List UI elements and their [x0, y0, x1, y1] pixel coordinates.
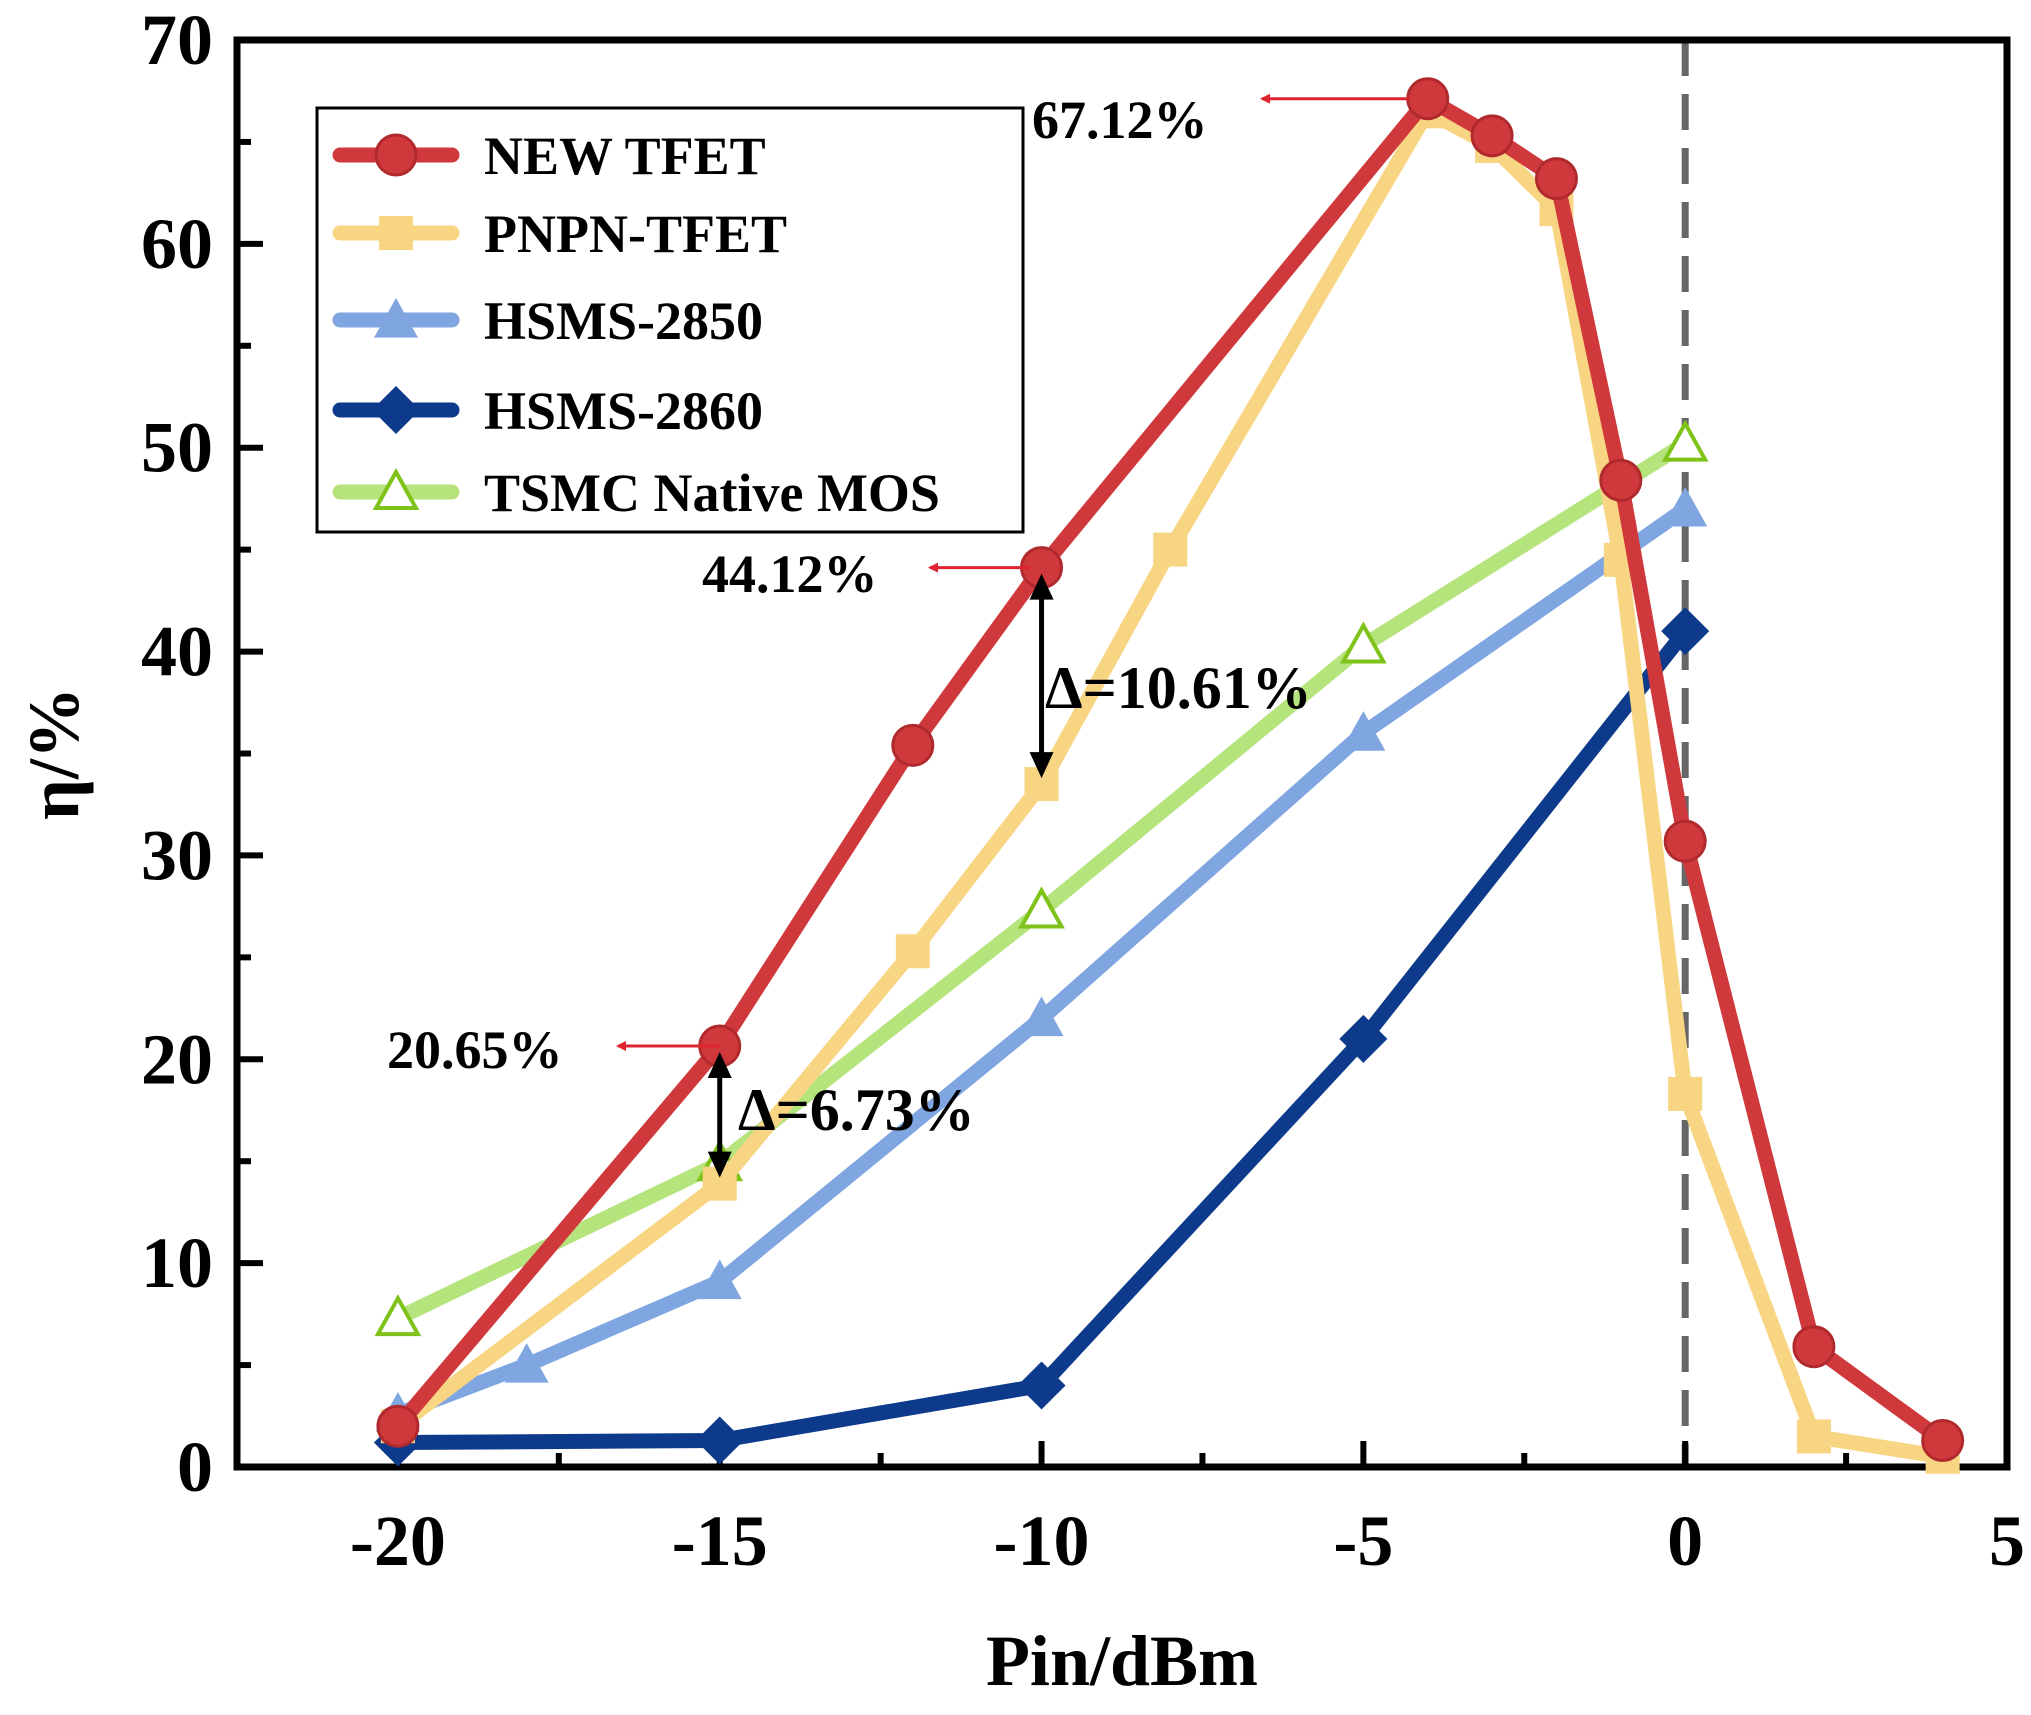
value-annotation: 67.12%: [1032, 90, 1208, 150]
delta-arrow-6-head-down: [707, 1151, 732, 1178]
data-point-tsmc-native-mos: [1018, 886, 1065, 929]
data-point-new-tfet: [1406, 77, 1450, 121]
y-tick-label: 20: [141, 1019, 213, 1099]
x-tick-label: -15: [672, 1501, 768, 1581]
x-axis-title: Pin/dBm: [986, 1621, 1258, 1701]
legend-swatch-marker: [372, 386, 420, 434]
legend-swatch-marker: [372, 467, 420, 510]
legend-item-hsms-2860: HSMS-2860: [332, 381, 763, 441]
x-tick-label: -10: [994, 1501, 1090, 1581]
legend: NEW TFET PNPN-TFET HSMS-2850 HSMS-2860 TSMC …: [315, 106, 1025, 534]
delta-annotation: Δ=10.61%: [1045, 655, 1312, 721]
data-point-hsms-2850: [1019, 996, 1064, 1037]
x-tick-label: -5: [1333, 1501, 1393, 1581]
data-point-new-tfet: [1663, 819, 1707, 863]
value-annotation: 44.12%: [702, 544, 878, 604]
data-point-new-tfet: [1792, 1325, 1836, 1369]
data-point-hsms-2860: [1339, 1014, 1388, 1063]
y-tick-label: 40: [141, 612, 213, 692]
legend-label: PNPN-TFET: [484, 204, 787, 264]
x-tick-label: 0: [1667, 1501, 1703, 1581]
data-point-new-tfet: [891, 723, 935, 767]
y-tick-label: 60: [141, 204, 213, 284]
legend-label: HSMS-2850: [484, 291, 763, 351]
series-tsmc-native-mos: [374, 419, 1709, 1337]
data-point-hsms-2850: [697, 1259, 742, 1300]
delta-arrow-6-head-up: [707, 1052, 732, 1079]
legend-label: HSMS-2860: [484, 381, 763, 441]
y-tick-label: 70: [141, 0, 213, 80]
y-tick-label: 50: [141, 408, 213, 488]
series-layer: [373, 77, 1965, 1474]
legend-item-hsms-2850: HSMS-2850: [332, 291, 763, 351]
data-point-pnpn-tfet: [1796, 1419, 1831, 1454]
x-tick-label: 5: [1989, 1501, 2025, 1581]
delta-arrow-10-head-down: [1029, 752, 1054, 779]
y-tick-label: 0: [177, 1427, 213, 1507]
series-line-hsms-2850: [390, 501, 1693, 1422]
value-annotation: 20.65%: [387, 1020, 563, 1080]
legend-label: NEW TFET: [484, 126, 766, 186]
data-point-pnpn-tfet: [895, 934, 930, 969]
annotation-layer: 67.12% 44.12% 20.65% Δ=10.61% Δ=6.73%: [387, 90, 1410, 1178]
legend-swatch-marker: [374, 298, 418, 338]
data-point-hsms-2860: [1661, 607, 1710, 656]
series-line-pnpn-tfet: [390, 103, 1951, 1465]
delta-arrow-10-head-up: [1029, 573, 1054, 600]
legend-swatch-marker: [374, 133, 418, 177]
delta-annotation: Δ=6.73%: [738, 1077, 975, 1143]
y-tick-label: 10: [141, 1223, 213, 1303]
data-point-hsms-2850: [1663, 486, 1708, 527]
legend-label: TSMC Native MOS: [484, 463, 940, 523]
legend-item-new-tfet: NEW TFET: [332, 126, 766, 186]
data-point-new-tfet: [376, 1404, 420, 1448]
legend-item-tsmc-native-mos: TSMC Native MOS: [332, 463, 940, 523]
data-point-tsmc-native-mos: [1661, 419, 1709, 462]
data-point-hsms-2850: [1341, 711, 1386, 751]
data-point-new-tfet: [1599, 458, 1643, 502]
data-point-tsmc-native-mos: [374, 1294, 422, 1337]
data-point-new-tfet: [1921, 1418, 1965, 1462]
data-point-new-tfet: [1470, 114, 1514, 158]
legend-swatch-marker: [379, 216, 413, 250]
data-point-new-tfet: [1534, 157, 1578, 201]
series-new-tfet: [376, 77, 1965, 1462]
data-point-hsms-2850: [504, 1343, 549, 1383]
data-point-pnpn-tfet: [1153, 532, 1188, 567]
y-axis-title: η/%: [14, 687, 94, 820]
legend-item-pnpn-tfet: PNPN-TFET: [332, 204, 787, 264]
data-point-hsms-2860: [695, 1416, 744, 1465]
data-point-tsmc-native-mos: [1339, 621, 1387, 664]
x-tick-label: -20: [350, 1501, 446, 1581]
data-point-hsms-2860: [1017, 1361, 1066, 1410]
y-tick-label: 30: [141, 815, 213, 895]
data-point-pnpn-tfet: [1668, 1076, 1703, 1111]
